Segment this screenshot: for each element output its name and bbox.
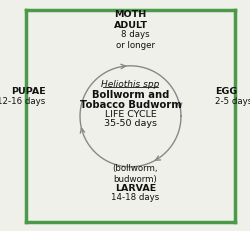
Text: Tobacco Budworm: Tobacco Budworm [80,100,182,109]
Text: PUPAE: PUPAE [11,87,46,96]
Text: 12-16 days: 12-16 days [0,96,46,105]
Text: LIFE CYCLE: LIFE CYCLE [104,109,156,118]
Text: Heliothis spp: Heliothis spp [101,79,160,88]
Text: 8 days
or longer: 8 days or longer [116,30,155,50]
Text: EGG: EGG [216,87,238,96]
Text: (bollworm,
budworm): (bollworm, budworm) [113,163,158,183]
Text: 2-5 days: 2-5 days [216,96,250,105]
Text: MOTH
ADULT: MOTH ADULT [114,10,148,30]
Text: LARVAE: LARVAE [115,183,156,192]
Text: 35-50 days: 35-50 days [104,119,157,128]
Text: Bollworm and: Bollworm and [92,90,169,100]
Text: 14-18 days: 14-18 days [111,192,160,201]
